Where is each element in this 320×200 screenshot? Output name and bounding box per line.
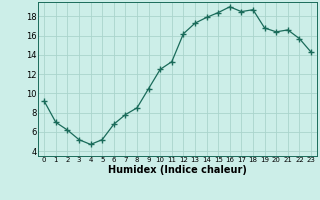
X-axis label: Humidex (Indice chaleur): Humidex (Indice chaleur) (108, 165, 247, 175)
